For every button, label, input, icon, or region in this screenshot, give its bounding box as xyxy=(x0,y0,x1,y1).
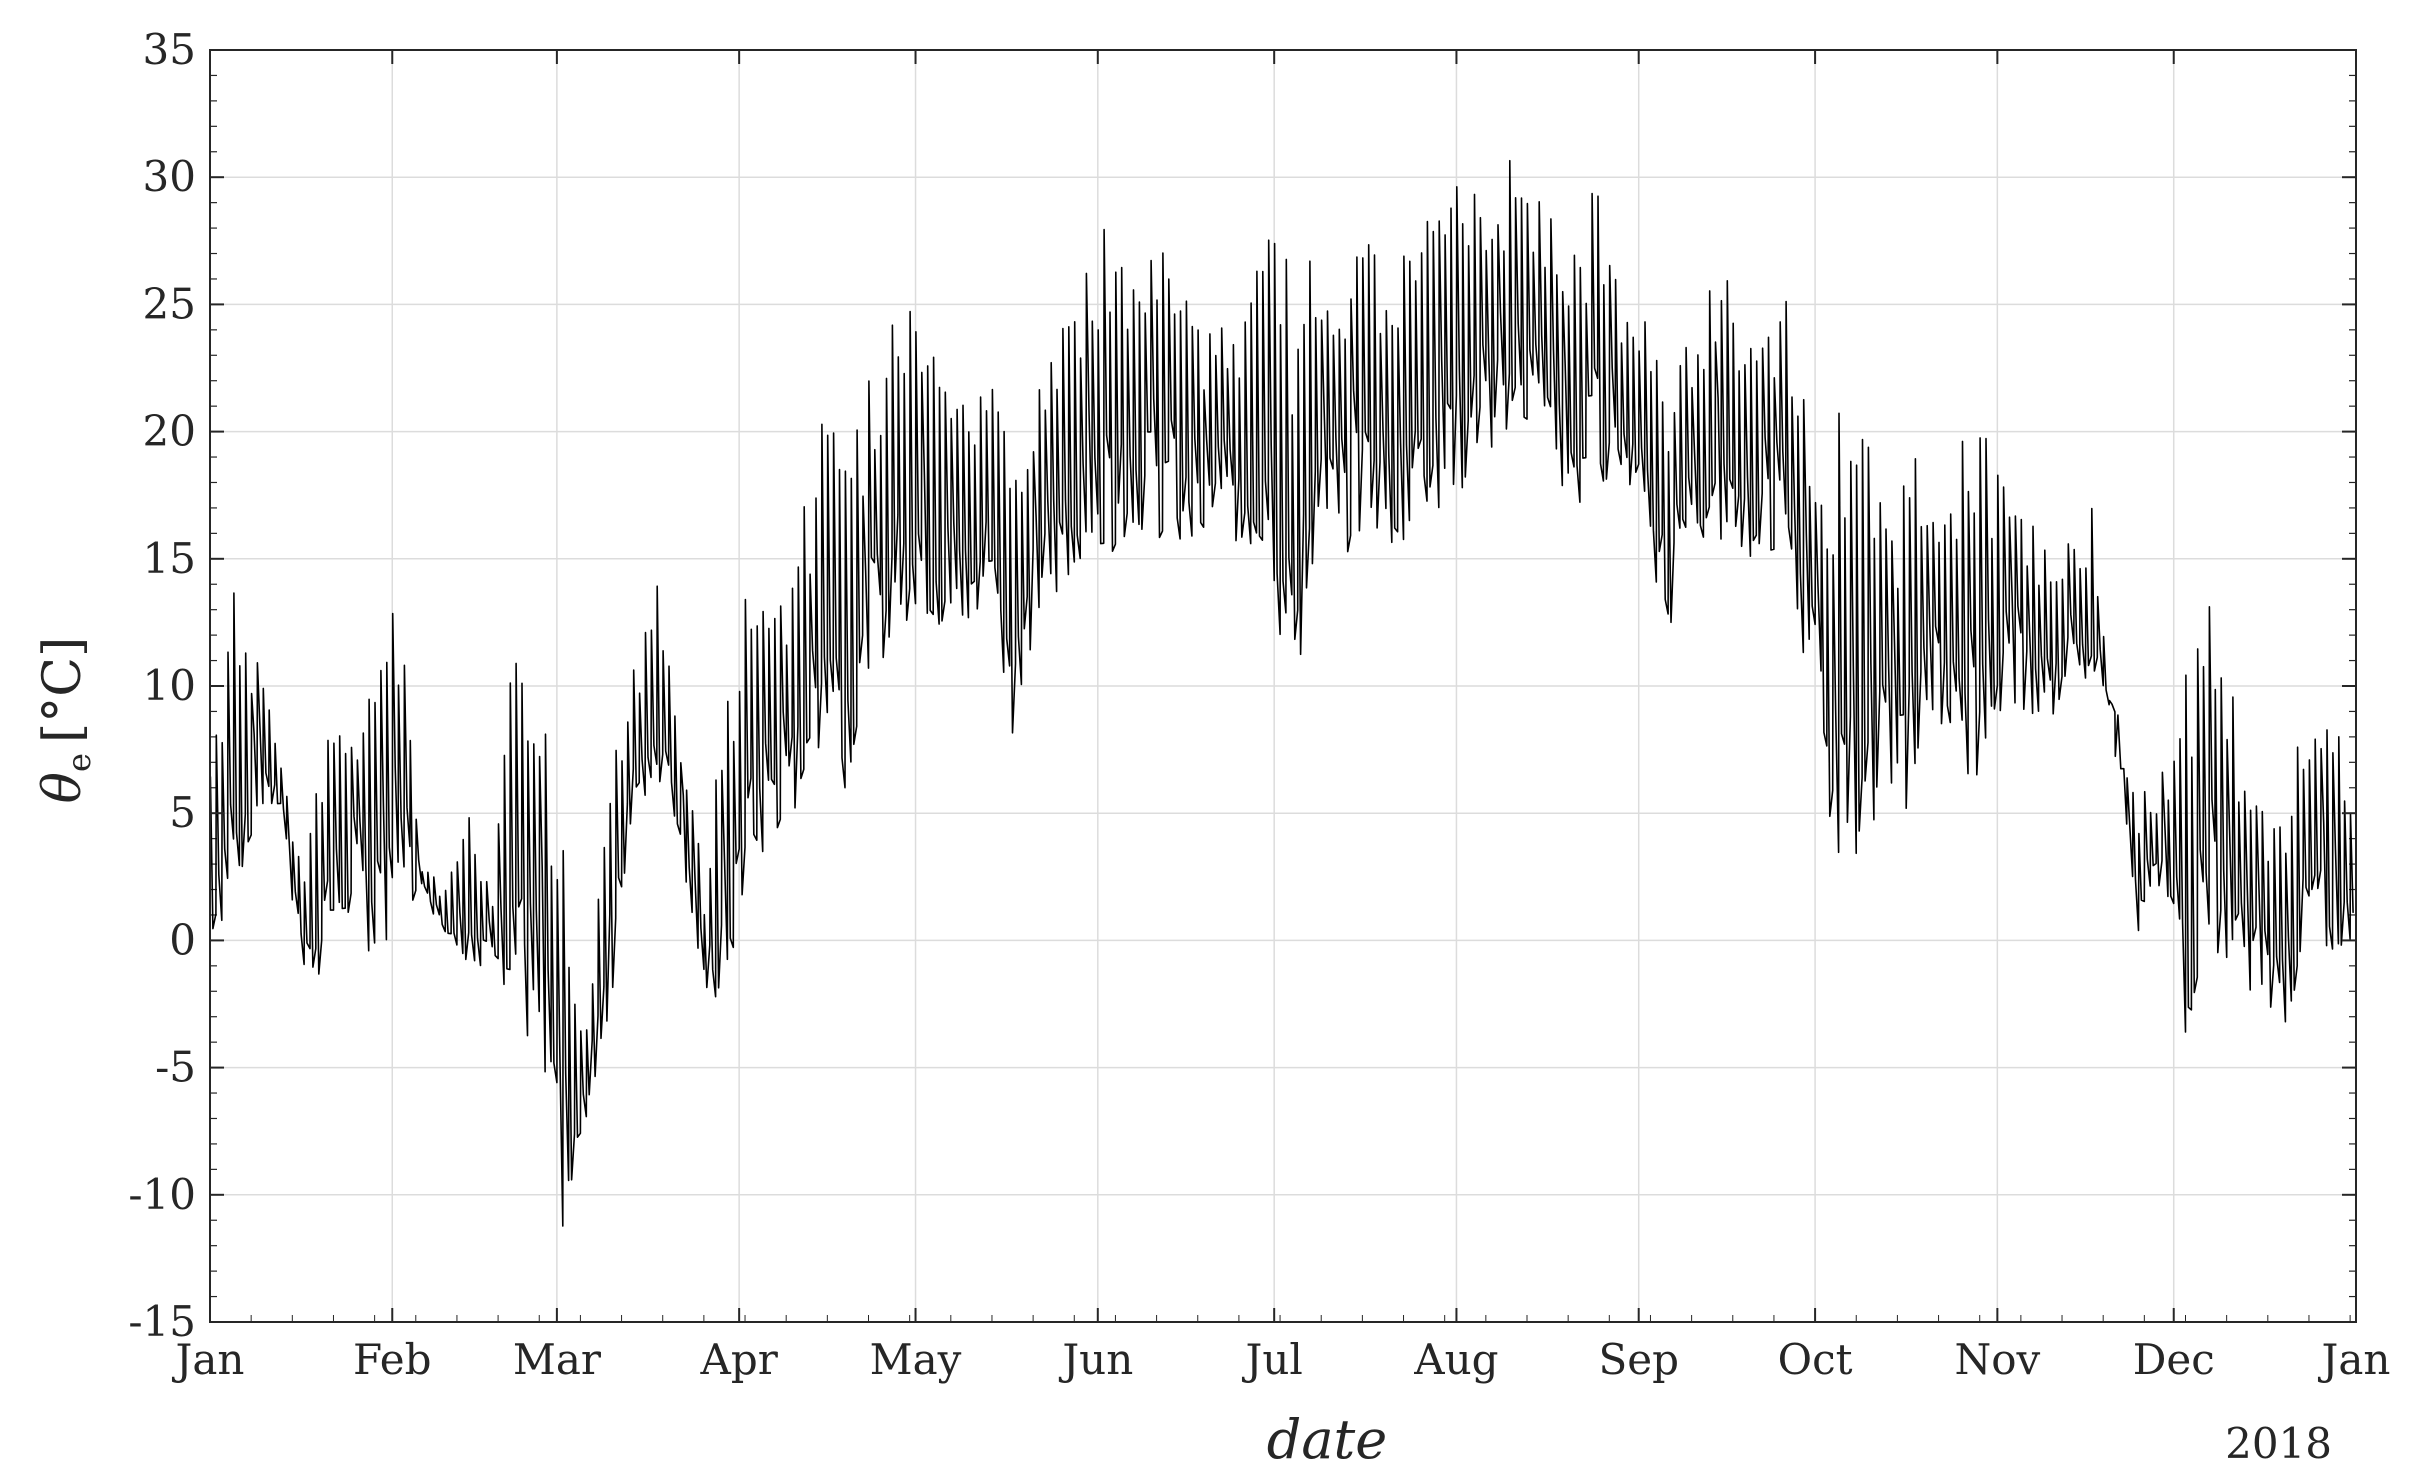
x-tick-label: Aug xyxy=(1413,1335,1498,1384)
y-axis-label: θe [°C] xyxy=(33,637,98,804)
y-tick-label: 35 xyxy=(143,25,196,74)
x-axis-ticks: Jan Feb Mar Apr May Jun Jul Aug Sep Oct Nov Dec Jan xyxy=(172,50,2391,1384)
y-tick-label: 15 xyxy=(143,534,196,583)
x-tick-label: Dec xyxy=(2133,1335,2215,1384)
y-tick-label: -5 xyxy=(155,1043,196,1092)
x-axis-label: date xyxy=(1267,1408,1387,1471)
minor-ticks xyxy=(209,74,2356,1322)
y-tick-label: 30 xyxy=(143,152,196,201)
x-tick-label: Feb xyxy=(353,1335,432,1384)
year-label: 2018 xyxy=(2225,1419,2332,1468)
x-tick-label: Jan xyxy=(172,1335,245,1384)
y-axis-unit: [°C] xyxy=(33,637,93,743)
y-tick-label: 25 xyxy=(143,279,196,328)
grid-lines xyxy=(209,49,2357,1323)
temperature-line xyxy=(209,159,2354,1227)
x-tick-label: Jul xyxy=(1242,1335,1303,1384)
x-tick-label: May xyxy=(870,1335,962,1384)
y-axis-ticks: -15 -10 -5 0 5 10 15 20 25 30 35 xyxy=(128,25,2356,1346)
y-tick-label: 0 xyxy=(169,915,196,964)
y-tick-label: 20 xyxy=(143,407,196,456)
y-axis-subscript: e xyxy=(60,753,98,772)
x-tick-label: Sep xyxy=(1598,1335,1679,1384)
temperature-series xyxy=(209,159,2354,1227)
y-tick-label: 10 xyxy=(143,661,196,710)
y-tick-label: 5 xyxy=(169,788,196,837)
y-tick-label: -10 xyxy=(128,1170,196,1219)
y-tick-label: -15 xyxy=(128,1297,196,1346)
x-tick-label: Jan xyxy=(2318,1335,2391,1384)
x-tick-label: Mar xyxy=(513,1335,602,1384)
y-axis-symbol: θ xyxy=(33,772,93,803)
x-tick-label: Oct xyxy=(1778,1335,1853,1384)
x-tick-label: Jun xyxy=(1058,1335,1133,1384)
x-tick-label: Nov xyxy=(1954,1335,2040,1384)
x-tick-label: Apr xyxy=(700,1335,779,1384)
